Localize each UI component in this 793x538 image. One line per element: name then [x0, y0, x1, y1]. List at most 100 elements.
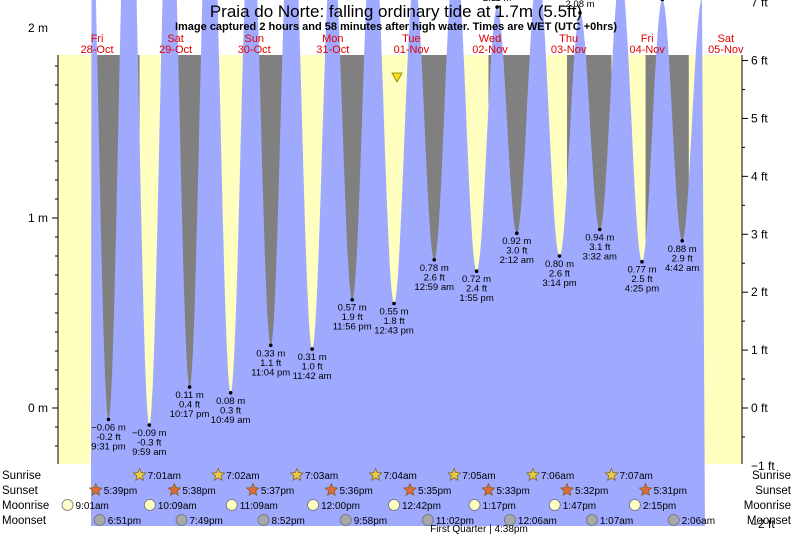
- extreme-label: 9:59 am: [132, 447, 166, 458]
- extreme-label: 0.3 ft: [220, 405, 241, 416]
- extreme-label: 2.11 m: [483, 0, 511, 4]
- extreme-label: 0.80 m: [545, 259, 574, 270]
- day-name: Mon: [322, 33, 343, 45]
- day-name: Sat: [718, 33, 735, 45]
- sunset-sun-icon: [245, 482, 260, 497]
- extreme-label: 12:59 am: [414, 282, 454, 293]
- moonrise-moon-icon: [307, 499, 320, 511]
- sunset-time: 5:31pm: [654, 486, 687, 497]
- sunset-time: 5:32pm: [575, 486, 608, 497]
- moonrise-moon-icon: [388, 499, 400, 511]
- moonrise-time: 10:09am: [158, 501, 197, 512]
- moonset-moon-icon: [667, 514, 680, 526]
- moonrise-time: 2:15pm: [643, 501, 676, 512]
- extreme-label: 0.78 m: [420, 263, 449, 274]
- extreme-label: 2.6 ft: [549, 269, 570, 280]
- extreme-label: 0.33 m: [256, 348, 285, 359]
- right-tick-label: 1 ft: [751, 343, 768, 357]
- sunrise-time: 7:07am: [620, 471, 653, 482]
- sunrise-time: 7:01am: [148, 471, 181, 482]
- sunset-sun-icon: [481, 482, 496, 497]
- right-tick-label: 7 ft: [751, 0, 768, 10]
- current-level-marker: [391, 72, 403, 83]
- chart-title: Praia do Norte: falling ordinary tide at…: [210, 2, 582, 21]
- left-tick-label: 1 m: [28, 211, 48, 225]
- extreme-label: 9:31 pm: [91, 441, 125, 452]
- sunrise-sun-icon: [368, 467, 383, 482]
- sunset-row-label: Sunset: [2, 485, 39, 497]
- moonrise-time: 12:00pm: [321, 501, 360, 512]
- extreme-label: 4:42 am: [665, 263, 699, 274]
- extreme-point: [680, 239, 684, 243]
- day-date: 28-Oct: [80, 44, 113, 56]
- moonset-time: 7:49pm: [189, 516, 222, 527]
- right-tick-label: 6 ft: [751, 54, 768, 68]
- left-tick-label: 2 m: [28, 21, 48, 35]
- extreme-label: 0.72 m: [462, 274, 491, 285]
- extreme-point: [515, 231, 519, 235]
- day-date: 05-Nov: [708, 44, 744, 56]
- extreme-label: 1.9 ft: [342, 312, 363, 323]
- extreme-point: [268, 343, 273, 348]
- extreme-label: 2.9 ft: [672, 253, 693, 264]
- tide-curve: [91, 0, 705, 526]
- moonset-time: 12:06am: [518, 516, 557, 527]
- sunset-sun-icon: [402, 482, 418, 497]
- moonset-time: 6:51pm: [108, 516, 141, 527]
- sunset-time: 5:36pm: [339, 486, 372, 497]
- moonrise-time: 11:09am: [240, 501, 278, 512]
- moonset-time: 8:52pm: [272, 516, 305, 527]
- extreme-label: 3.1 ft: [589, 242, 610, 253]
- extreme-label: -0.2 ft: [96, 432, 121, 443]
- sunset-time: 5:39pm: [104, 486, 137, 497]
- sunset-row-label-right: Sunset: [755, 485, 792, 497]
- moonrise-row-label-right: Moonrise: [744, 500, 791, 512]
- moonrise-moon-icon: [468, 499, 481, 511]
- extreme-label: -0.3 ft: [137, 438, 162, 449]
- extreme-point: [350, 297, 354, 302]
- day-name: Sat: [167, 33, 184, 45]
- extreme-label: 3:32 am: [583, 251, 617, 262]
- left-tick-label: 0 m: [28, 401, 48, 415]
- extreme-point: [106, 417, 111, 422]
- extreme-point: [660, 0, 665, 2]
- extreme-label: 2.6 ft: [424, 272, 445, 283]
- moonrise-row-label: Moonrise: [2, 500, 49, 512]
- moonset-time: 1:07am: [600, 516, 633, 527]
- sunrise-time: 7:04am: [384, 471, 417, 482]
- extreme-label: 2.4 ft: [466, 284, 487, 295]
- moonset-moon-icon: [585, 514, 598, 526]
- extreme-point: [597, 227, 602, 232]
- sunset-time: 5:37pm: [261, 486, 294, 497]
- moonset-row-label-right: Moonset: [747, 515, 792, 527]
- moonrise-moon-icon: [143, 499, 156, 511]
- day-date: 01-Nov: [394, 44, 430, 56]
- right-tick-label: −2 ft: [751, 517, 775, 531]
- extreme-label: −0.09 m: [132, 428, 167, 439]
- right-tick-label: 3 ft: [751, 227, 768, 241]
- right-tick-label: 2 ft: [751, 285, 768, 299]
- day-date: 02-Nov: [472, 44, 508, 56]
- moonset-time: 11:02pm: [436, 516, 474, 527]
- moonrise-moon-icon: [61, 499, 74, 511]
- extreme-label: 0.57 m: [338, 303, 367, 314]
- moonset-moon-icon: [175, 514, 188, 526]
- moonset-moon-icon: [257, 514, 270, 526]
- extreme-label: 1.0 ft: [302, 362, 323, 373]
- right-tick-label: −1 ft: [751, 459, 775, 473]
- extreme-label: 11:04 pm: [251, 367, 290, 378]
- extreme-label: 11:56 pm: [333, 322, 372, 333]
- moonset-time: 2:06am: [682, 516, 715, 527]
- extreme-point: [432, 258, 437, 262]
- sunrise-sun-icon: [525, 467, 540, 482]
- right-tick-label: 0 ft: [751, 401, 768, 415]
- extreme-point: [147, 423, 152, 427]
- moonset-moon-icon: [421, 514, 434, 526]
- sunrise-sun-icon: [211, 467, 226, 482]
- extreme-label: 0.08 m: [216, 396, 245, 407]
- extreme-label: 3.0 ft: [506, 246, 527, 257]
- extreme-point: [310, 347, 314, 351]
- sunrise-sun-icon: [604, 467, 619, 482]
- sunset-sun-icon: [638, 482, 653, 497]
